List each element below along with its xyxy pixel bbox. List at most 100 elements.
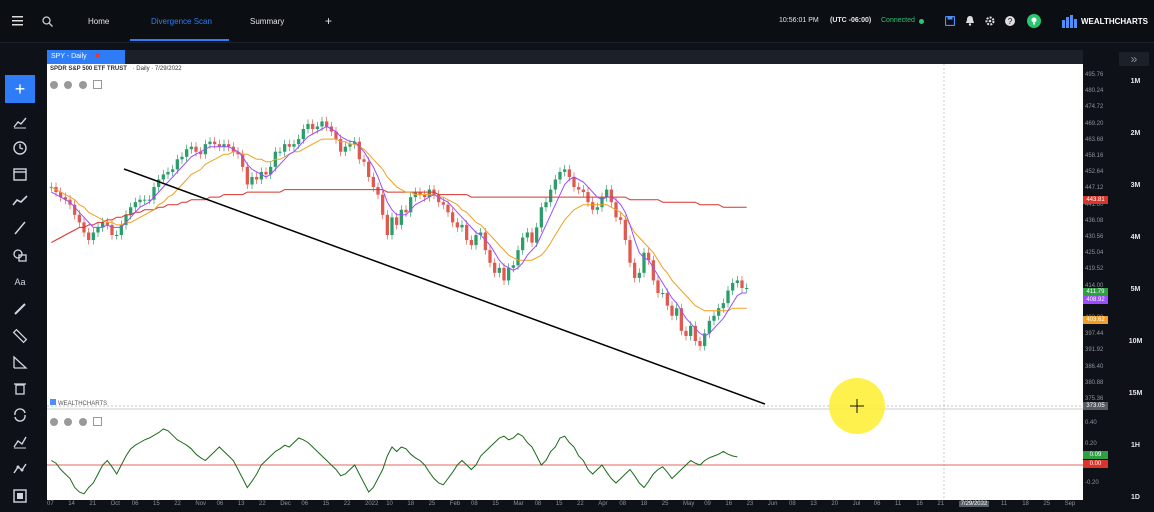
candle-body [166, 171, 170, 175]
price-chart[interactable] [47, 64, 1083, 500]
time-label: 16 [916, 501, 923, 507]
timeframe-button[interactable]: 4M [1130, 234, 1141, 241]
time-axis[interactable]: 07 14 21 Oct 06 15 22 Nov 06 13 22 Dec 06 15 22 2022 10 1… [47, 500, 1083, 512]
timeframe-panel: 1M 2M 3M 4M 5M 10M 15M 1H 1D [1117, 50, 1154, 510]
candle-body [189, 146, 193, 150]
drawing-toolbar: + Aa [5, 50, 35, 510]
candle-body [427, 189, 431, 198]
timeframe-button[interactable]: 10M [1128, 338, 1143, 345]
crosshair-tool-button[interactable]: + [5, 75, 35, 103]
shapes-icon[interactable] [12, 247, 28, 263]
osc-badge: 0.09 [1083, 451, 1108, 459]
osc-controls [50, 413, 103, 431]
candle-body [609, 189, 613, 203]
candle-body [175, 159, 179, 170]
text-tool-icon[interactable]: Aa [14, 277, 26, 287]
price-label: 480.24 [1085, 88, 1104, 95]
candle-body [390, 217, 394, 235]
trash-icon[interactable] [12, 380, 28, 396]
candle-body [474, 235, 478, 246]
close-dot-icon[interactable] [94, 53, 100, 58]
candle-body [619, 217, 623, 220]
line-tool-icon[interactable] [12, 220, 28, 236]
chart-canvas[interactable] [47, 64, 1083, 500]
bell-icon[interactable] [965, 15, 975, 26]
add-indicator-icon[interactable] [93, 80, 103, 89]
candle-body [138, 199, 142, 203]
trendline[interactable] [123, 168, 766, 405]
price-axis[interactable]: 495.76 480.24 474.72 469.20 463.68 458.16 452.… [1083, 64, 1111, 500]
price-label: 380.88 [1085, 379, 1104, 386]
calendar-icon[interactable] [12, 166, 28, 182]
candle-body [675, 308, 679, 316]
candle-body [479, 232, 483, 235]
candle-body [311, 123, 315, 129]
chart-tab-spy[interactable]: SPY - Daily [47, 50, 125, 64]
close-icon[interactable] [78, 81, 87, 89]
help-icon[interactable]: ? [1005, 16, 1015, 26]
time-label: 08 [471, 501, 478, 507]
candle-body [493, 262, 497, 273]
time-label: 06 [216, 501, 224, 507]
timeframe-button[interactable]: 2M [1130, 130, 1141, 137]
osc-add-icon[interactable] [93, 417, 103, 426]
sync-icon[interactable] [12, 407, 28, 423]
search-icon[interactable] [42, 16, 53, 27]
menu-icon[interactable] [12, 16, 23, 26]
chart-type-icon[interactable] [12, 114, 28, 130]
candle-body [269, 166, 273, 175]
tab-home[interactable]: Home [88, 17, 110, 26]
timeframe-button[interactable]: 1M [1130, 78, 1141, 85]
candle-body [698, 341, 702, 347]
settings-icon[interactable] [50, 81, 58, 89]
clock-icon[interactable] [12, 140, 28, 156]
chart-tab-strip [125, 50, 1083, 64]
timeframe-button[interactable]: 15M [1128, 390, 1143, 397]
time-label: 07 [47, 501, 54, 507]
candle-body [544, 202, 548, 208]
time-label: 08 [619, 501, 627, 507]
ruler-icon[interactable] [12, 328, 28, 344]
scan-icon[interactable] [12, 461, 28, 477]
osc-eye-icon[interactable] [64, 418, 73, 426]
candle-body [152, 187, 156, 200]
status-dot-icon [919, 19, 924, 24]
save-icon[interactable] [945, 16, 955, 26]
candle-body [521, 237, 525, 251]
osc-badge: 0.00 [1083, 460, 1108, 468]
compare-icon[interactable] [12, 434, 28, 450]
price-label: 452.64 [1085, 169, 1104, 176]
price-label: 386.40 [1085, 363, 1104, 370]
brush-icon[interactable] [12, 301, 28, 317]
timeframe-button[interactable]: 3M [1130, 182, 1141, 189]
collapse-right-button[interactable]: » [1119, 52, 1149, 66]
candle-body [250, 176, 254, 185]
tab-summary[interactable]: Summary [250, 17, 285, 26]
timeframe-button[interactable]: 1H [1131, 442, 1140, 449]
idea-icon[interactable] [1027, 14, 1041, 28]
layout-icon[interactable] [12, 488, 28, 504]
price-badge: 373.05 [1083, 402, 1108, 410]
candle-body [96, 227, 100, 233]
candle-body [679, 308, 683, 331]
gear-icon[interactable] [985, 16, 995, 26]
candle-body [362, 159, 366, 162]
candle-body [712, 315, 716, 321]
tab-divergence-scan[interactable]: Divergence Scan [151, 17, 212, 26]
price-label: 414.00 [1085, 282, 1104, 289]
timeframe-button[interactable]: 5M [1130, 286, 1141, 293]
osc-close-icon[interactable] [78, 418, 87, 426]
chart-controls [50, 76, 103, 94]
time-label: 21 [89, 501, 97, 507]
candle-body [395, 217, 399, 225]
osc-settings-icon[interactable] [50, 418, 58, 426]
candle-body [577, 187, 581, 190]
price-label: 474.72 [1085, 104, 1104, 111]
eye-icon[interactable] [64, 81, 73, 89]
candle-body [110, 224, 114, 235]
candle-body [535, 227, 539, 243]
measure-icon[interactable] [12, 354, 28, 370]
indicator-icon[interactable] [12, 193, 28, 209]
add-tab-button[interactable]: + [325, 14, 333, 28]
timeframe-button[interactable]: 1D [1131, 494, 1140, 501]
